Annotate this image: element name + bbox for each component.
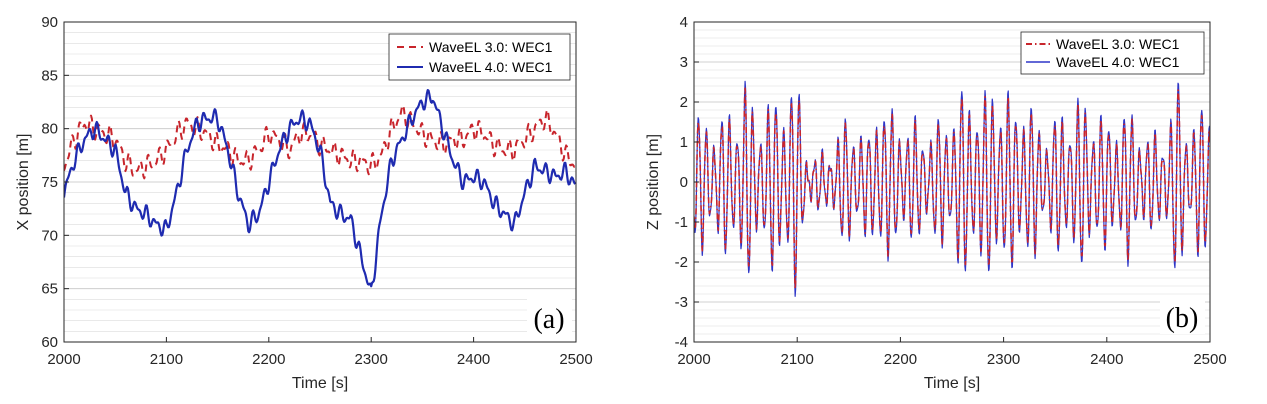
legend-a: WaveEL 3.0: WEC1 WaveEL 4.0: WEC1 (388, 33, 571, 81)
y-tick-label: 1 (680, 134, 688, 151)
ticks-a: 2000 2100 2200 2300 2400 2500 60 65 70 75 80 85 90 (41, 14, 592, 368)
chart-a: 2000 2100 2200 2300 2400 2500 60 65 70 75 80 85 90 T… (15, 14, 593, 392)
chart-b: 2000 2100 2200 2300 2400 2500 -4 -3 -2 -1 0 1 2 3 4 Ti… (645, 14, 1227, 392)
legend-label-a-1: WaveEL 4.0: WEC1 (429, 59, 553, 75)
x-tick-label: 2500 (1193, 351, 1226, 368)
y-tick-label: 4 (680, 14, 688, 31)
ticks-b: 2000 2100 2200 2300 2400 2500 -4 -3 -2 -1 0 1 2 3 4 (675, 14, 1227, 368)
y-tick-label: -3 (675, 294, 688, 311)
panel-label-a: (a) (533, 304, 564, 335)
x-tick-label: 2400 (1090, 351, 1123, 368)
legend-label-a-0: WaveEL 3.0: WEC1 (429, 39, 553, 55)
x-tick-label: 2000 (677, 351, 710, 368)
series-line-a-0 (64, 104, 576, 180)
y-tick-label: 75 (41, 174, 58, 191)
x-axis-label-b: Time [s] (924, 375, 980, 392)
y-tick-label: -2 (675, 254, 688, 271)
y-tick-label: -1 (675, 214, 688, 231)
y-tick-label: 80 (41, 121, 58, 138)
series-group-b (694, 80, 1210, 297)
legend-b: WaveEL 3.0: WEC1 WaveEL 4.0: WEC1 (1020, 31, 1205, 75)
x-tick-label: 2200 (884, 351, 917, 368)
x-tick-label: 2300 (987, 351, 1020, 368)
panel-label-bg-a (527, 298, 572, 336)
legend-label-b-0: WaveEL 3.0: WEC1 (1056, 36, 1180, 52)
x-tick-label: 2100 (150, 351, 183, 368)
grid-a (64, 21, 576, 343)
y-axis-label-b: Z position [m] (645, 134, 662, 230)
y-tick-label: 90 (41, 14, 58, 31)
series-line-b-0 (694, 87, 1210, 290)
x-tick-label: 2200 (252, 351, 285, 368)
x-tick-label: 2000 (47, 351, 80, 368)
y-tick-label: 0 (680, 174, 688, 191)
legend-label-b-1: WaveEL 4.0: WEC1 (1056, 54, 1180, 70)
x-axis-label-a: Time [s] (292, 375, 348, 392)
y-tick-label: 60 (41, 334, 58, 351)
series-line-a-1 (64, 88, 576, 288)
series-group-a (64, 88, 576, 288)
panel-label-b: (b) (1166, 303, 1199, 334)
y-tick-label: 3 (680, 54, 688, 71)
x-tick-label: 2300 (355, 351, 388, 368)
y-tick-label: 70 (41, 227, 58, 244)
legend-box-b (1020, 31, 1205, 75)
y-tick-label: -4 (675, 334, 688, 351)
y-axis-label-a: X position [m] (15, 134, 32, 231)
panel-label-bg-b (1160, 296, 1205, 334)
y-tick-label: 2 (680, 94, 688, 111)
x-tick-label: 2100 (781, 351, 814, 368)
legend-box-a (388, 33, 571, 81)
y-tick-label: 65 (41, 281, 58, 298)
x-tick-label: 2500 (559, 351, 592, 368)
x-tick-label: 2400 (457, 351, 490, 368)
y-tick-label: 85 (41, 67, 58, 84)
